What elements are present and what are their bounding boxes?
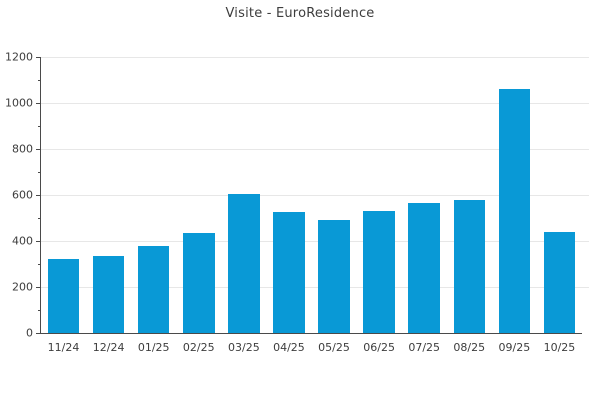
x-tick-label: 10/25 [543,341,576,354]
y-tick-label: 800 [12,142,33,156]
gridline-y-800 [41,149,589,150]
y-axis-minor-tick [38,126,41,127]
bar-10-25 [543,231,576,333]
gridline-y-400 [41,241,589,242]
bar-11-24 [47,259,80,333]
x-tick-label: 02/25 [182,341,215,354]
y-axis-minor-tick [38,310,41,311]
bar-03-25 [228,193,260,333]
y-axis-minor-tick [38,172,41,173]
bar-12-24 [92,255,125,333]
y-axis-major-tick [36,287,41,288]
bar-01-25 [137,245,170,333]
y-tick-label: 0 [26,326,33,340]
y-tick-label: 1200 [5,50,33,64]
gridline-y-200 [41,287,589,288]
bar-09-25 [498,89,531,333]
bar-08-25 [453,199,486,333]
y-axis-major-tick [36,149,41,150]
x-tick-label: 09/25 [498,341,531,354]
y-tick-label: 200 [12,280,33,294]
y-tick-label: 1000 [5,96,33,110]
x-tick-label: 03/25 [228,341,260,354]
bar-04-25 [273,212,305,333]
x-tick-label: 01/25 [137,341,170,354]
y-axis-minor-tick [38,264,41,265]
x-tick-label: 08/25 [453,341,486,354]
x-tick-label: 12/24 [92,341,125,354]
gridline-y-600 [41,195,589,196]
y-axis-major-tick [36,241,41,242]
x-tick-label: 07/25 [408,341,441,354]
bar-05-25 [318,220,350,333]
x-tick-label: 05/25 [318,341,350,354]
y-tick-label: 600 [12,188,33,202]
gridline-y-1200 [41,57,589,58]
y-axis-minor-tick [38,218,41,219]
x-tick-label: 06/25 [363,341,395,354]
bar-07-25 [408,203,440,333]
gridline-y-1000 [41,103,589,104]
plot-area: 0 200 400 600 800 1000 1200 11/24 12/24 01/25 02/2… [5,51,589,354]
y-axis-major-tick [36,57,41,58]
bar-06-25 [363,211,395,333]
y-tick-label: 400 [12,234,33,248]
x-tick-label: 04/25 [273,341,305,354]
y-axis-minor-tick [38,80,41,81]
bar-02-25 [183,232,215,333]
x-tick-label: 11/24 [47,341,80,354]
chart-title: Visite - EuroResidence [225,6,375,21]
y-axis-major-tick [36,333,41,334]
y-axis-major-tick [36,195,41,196]
y-axis-major-tick [36,103,41,104]
